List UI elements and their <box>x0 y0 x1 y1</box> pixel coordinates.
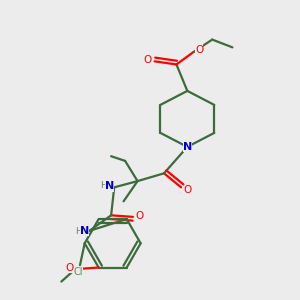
Text: O: O <box>144 55 152 65</box>
Text: H: H <box>100 181 106 190</box>
Text: Cl: Cl <box>74 267 83 277</box>
Text: N: N <box>80 226 89 236</box>
Text: H: H <box>75 227 82 236</box>
Text: O: O <box>195 44 203 55</box>
Text: N: N <box>105 182 114 191</box>
Text: O: O <box>184 185 192 195</box>
Text: O: O <box>136 211 144 221</box>
Text: O: O <box>66 263 74 273</box>
Text: N: N <box>183 142 192 152</box>
